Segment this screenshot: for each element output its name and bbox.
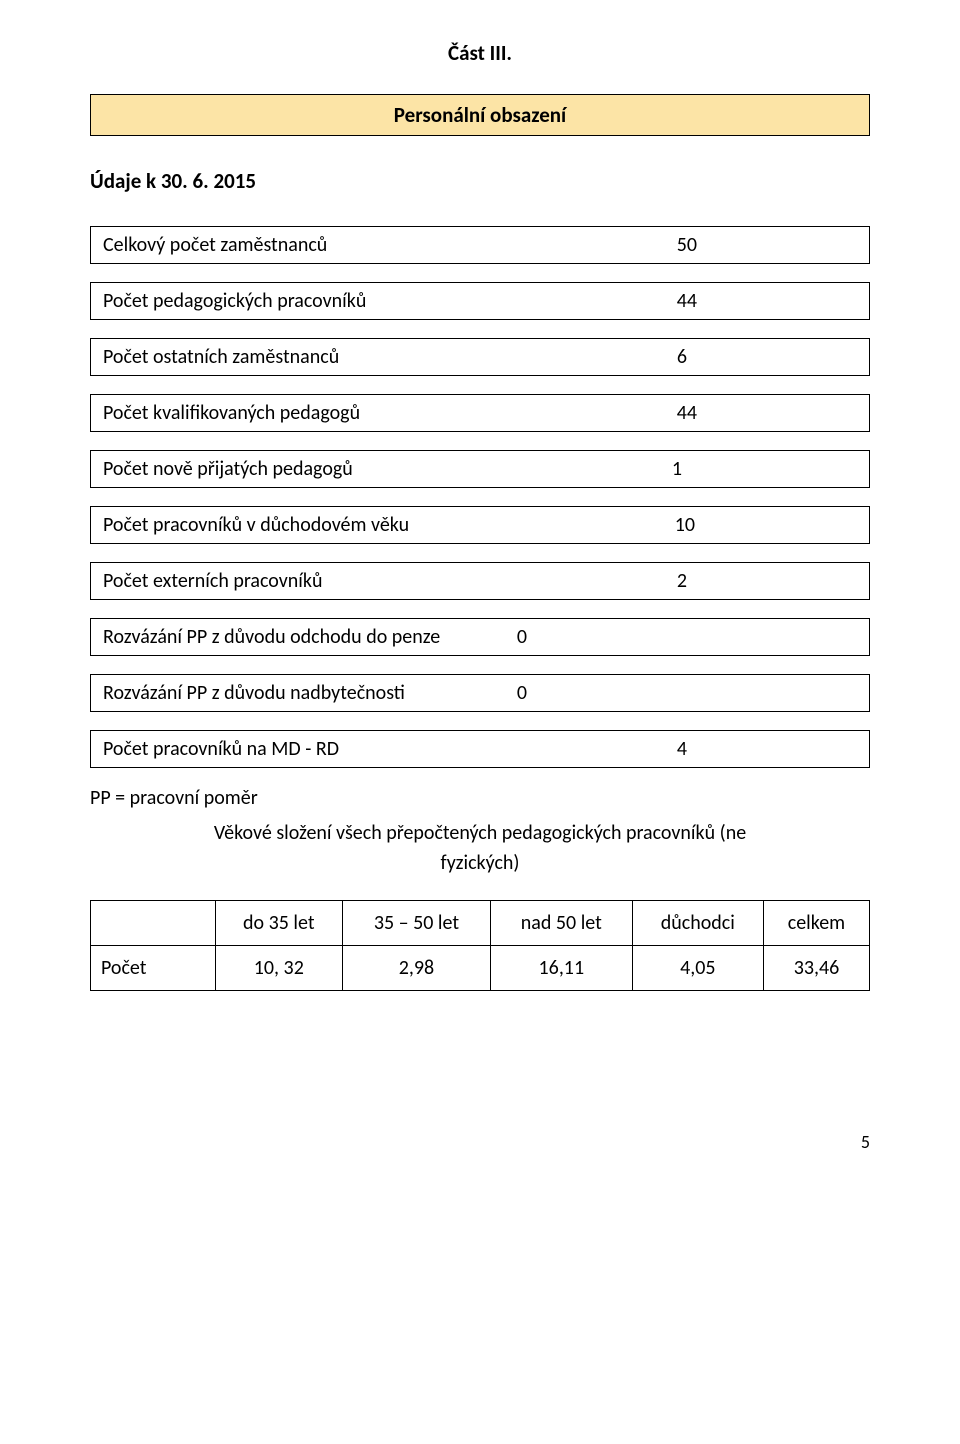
table-data-row: Počet10, 322,9816,114,0533,46 — [91, 946, 870, 991]
data-row: Rozvázání PP z důvodu odchodu do penze0 — [90, 618, 870, 656]
table-header-cell: do 35 let — [215, 901, 342, 946]
table-cell: 16,11 — [490, 946, 632, 991]
row-value: 44 — [677, 289, 857, 313]
row-value: 0 — [517, 681, 857, 705]
subheading: Údaje k 30. 6. 2015 — [90, 168, 870, 194]
row-label: Počet ostatních zaměstnanců — [103, 345, 677, 369]
row-label: Rozvázání PP z důvodu nadbytečnosti — [103, 681, 517, 705]
data-row: Celkový počet zaměstnanců50 — [90, 226, 870, 264]
age-composition-table: do 35 let35 – 50 letnad 50 letdůchodcice… — [90, 900, 870, 991]
table-header-cell: nad 50 let — [490, 901, 632, 946]
footnote: PP = pracovní poměr — [90, 786, 870, 810]
row-label: Počet externích pracovníků — [103, 569, 677, 593]
row-label: Celkový počet zaměstnanců — [103, 233, 677, 257]
row-value: 50 — [677, 233, 857, 257]
row-value: 0 — [517, 625, 857, 649]
row-label: Rozvázání PP z důvodu odchodu do penze — [103, 625, 517, 649]
table-header-cell: důchodci — [632, 901, 763, 946]
table-header-row: do 35 let35 – 50 letnad 50 letdůchodcice… — [91, 901, 870, 946]
table-header-cell: celkem — [763, 901, 869, 946]
row-value: 6 — [677, 345, 857, 369]
row-label: Počet pedagogických pracovníků — [103, 289, 677, 313]
data-row: Počet pedagogických pracovníků44 — [90, 282, 870, 320]
row-value: 10 — [675, 513, 857, 537]
data-row: Počet kvalifikovaných pedagogů44 — [90, 394, 870, 432]
section-title: Část III. — [90, 40, 870, 66]
data-row: Počet ostatních zaměstnanců6 — [90, 338, 870, 376]
row-value: 2 — [677, 569, 857, 593]
table-cell: 10, 32 — [215, 946, 342, 991]
table-cell: 4,05 — [632, 946, 763, 991]
row-label: Počet nově přijatých pedagogů — [103, 457, 672, 481]
table-header-cell: 35 – 50 let — [342, 901, 490, 946]
table-header-cell — [91, 901, 216, 946]
row-value: 4 — [677, 737, 857, 761]
table-row-label: Počet — [91, 946, 216, 991]
table-caption-line2: fyzických) — [441, 851, 520, 875]
table-caption: Věkové složení všech přepočtených pedago… — [90, 818, 870, 878]
data-row: Počet pracovníků v důchodovém věku10 — [90, 506, 870, 544]
row-label: Počet kvalifikovaných pedagogů — [103, 401, 677, 425]
table-caption-line1: Věkové složení všech přepočtených pedago… — [214, 821, 746, 845]
page-number: 5 — [90, 1131, 870, 1153]
banner-title: Personální obsazení — [90, 94, 870, 136]
data-row: Počet externích pracovníků2 — [90, 562, 870, 600]
data-row: Počet pracovníků na MD - RD4 — [90, 730, 870, 768]
table-cell: 2,98 — [342, 946, 490, 991]
row-label: Počet pracovníků v důchodovém věku — [103, 513, 675, 537]
data-row: Rozvázání PP z důvodu nadbytečnosti0 — [90, 674, 870, 712]
data-row: Počet nově přijatých pedagogů1 — [90, 450, 870, 488]
row-value: 44 — [677, 401, 857, 425]
row-value: 1 — [672, 457, 857, 481]
table-cell: 33,46 — [763, 946, 869, 991]
row-label: Počet pracovníků na MD - RD — [103, 737, 677, 761]
